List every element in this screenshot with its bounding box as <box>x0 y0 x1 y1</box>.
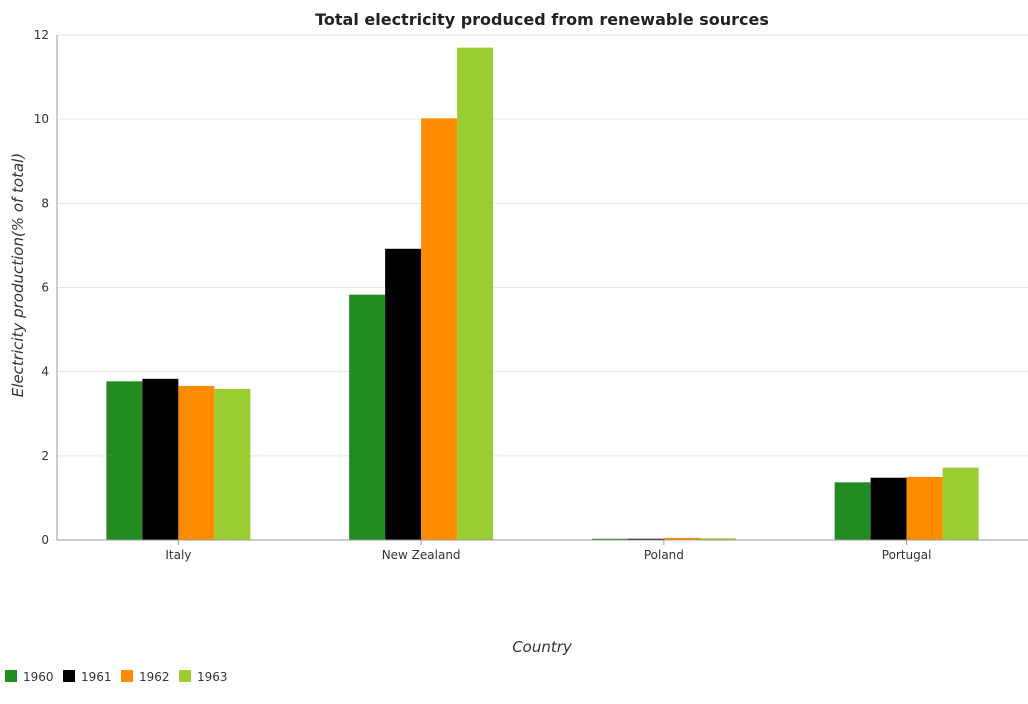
bar-new-zealand-1963 <box>457 47 494 540</box>
bar-poland-1961 <box>627 538 664 540</box>
legend-swatch-1960 <box>5 670 17 682</box>
bar-portugal-1963 <box>942 467 979 540</box>
x-axis-title: Country <box>512 638 573 656</box>
axes: 0 2 4 6 8 10 12 Italy New Zealand Poland Portugal <box>34 28 1028 562</box>
x-tick-label: Poland <box>644 548 684 562</box>
bar-new-zealand-1960 <box>349 294 386 540</box>
legend-swatch-1961 <box>63 670 75 682</box>
x-tick-label: Italy <box>165 548 191 562</box>
y-tick-label: 0 <box>41 533 49 547</box>
bar-italy-1961 <box>142 378 179 540</box>
bar-italy-1962 <box>178 385 215 540</box>
bar-poland-1963 <box>699 538 736 540</box>
legend-swatch-1962 <box>121 670 133 682</box>
y-tick-label: 4 <box>41 365 49 379</box>
y-tick-label: 6 <box>41 281 49 295</box>
bar-new-zealand-1961 <box>385 248 422 541</box>
bar-portugal-1960 <box>834 482 871 540</box>
bar-poland-1962 <box>663 537 700 540</box>
y-tick-label: 12 <box>34 28 49 42</box>
legend-swatch-1963 <box>179 670 191 682</box>
y-axis-title: Electricity production(% of total) <box>9 153 27 397</box>
legend-label-1960: 1960 <box>23 670 54 684</box>
bar-portugal-1961 <box>870 477 907 540</box>
bar-portugal-1962 <box>906 476 943 540</box>
bars <box>106 47 979 541</box>
y-tick-label: 2 <box>41 449 49 463</box>
x-tick-label: Portugal <box>882 548 932 562</box>
legend: 1960 1961 1962 1963 <box>5 670 228 684</box>
legend-label-1961: 1961 <box>81 670 112 684</box>
bar-poland-1960 <box>591 538 628 540</box>
y-tick-label: 10 <box>34 112 49 126</box>
legend-label-1962: 1962 <box>139 670 170 684</box>
bar-italy-1960 <box>106 381 143 540</box>
chart-title: Total electricity produced from renewabl… <box>315 10 769 29</box>
x-tick-label: New Zealand <box>382 548 461 562</box>
legend-label-1963: 1963 <box>197 670 228 684</box>
bar-new-zealand-1962 <box>421 118 458 540</box>
bar-italy-1963 <box>214 388 251 540</box>
y-tick-label: 8 <box>41 196 49 210</box>
